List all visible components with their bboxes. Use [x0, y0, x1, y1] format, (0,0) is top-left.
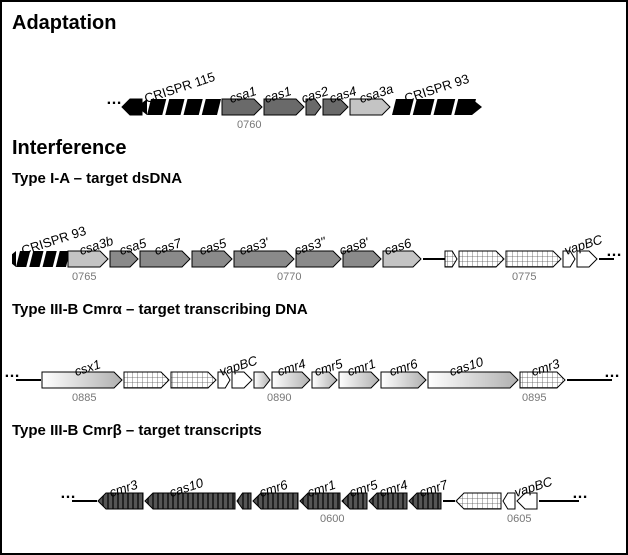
- diagram-frame: Adaptation … CRISPR 115csa1cas1cas2cas4c…: [0, 0, 628, 555]
- locus-number: 0760: [237, 119, 261, 131]
- subtitle-typeIA: Type I-A – target dsDNA: [12, 170, 616, 187]
- row-typeIA: … CRISPR 93csa3bcsa5cas7cas5cas3'cas3''c…: [12, 191, 616, 291]
- subtitle-typeIIIBbeta: Type III-B Cmrβ – target transcripts: [12, 422, 616, 439]
- locus-number: 0885: [72, 392, 96, 404]
- gene-arrow: [171, 372, 216, 388]
- locus-number: 0775: [512, 271, 536, 283]
- row-typeIIIBbeta: … … cmr3cas10cmr6cmr1cmr5cmr4cmr7vapBC06…: [12, 443, 616, 533]
- locus-number: 0895: [522, 392, 546, 404]
- row-adaptation: … CRISPR 115csa1cas1cas2cas4csa3aCRISPR …: [12, 39, 616, 129]
- gene-arrow: [445, 251, 457, 267]
- gene-arrow: [254, 372, 270, 388]
- locus-number: 0605: [507, 513, 531, 525]
- gene-arrow: [459, 251, 504, 267]
- locus-number: 0600: [320, 513, 344, 525]
- gene-track: [12, 39, 620, 129]
- gene-arrow: [124, 372, 169, 388]
- row-typeIIIBalpha: … … csx1vapBCcmr4cmr5cmr1cmr6cas10cmr308…: [12, 322, 616, 412]
- locus-number: 0765: [72, 271, 96, 283]
- locus-number: 0890: [267, 392, 291, 404]
- gene-arrow: [145, 493, 235, 509]
- locus-number: 0770: [277, 271, 301, 283]
- gene-arrow: [428, 372, 518, 388]
- gene-arrow: [503, 493, 515, 509]
- gene-arrow: [237, 493, 251, 509]
- title-interference: Interference: [12, 137, 616, 160]
- gene-arrow: [456, 493, 501, 509]
- gene-arrow: [506, 251, 561, 267]
- subtitle-typeIIIBalpha: Type III-B Cmrα – target transcribing DN…: [12, 301, 616, 318]
- title-adaptation: Adaptation: [12, 12, 616, 35]
